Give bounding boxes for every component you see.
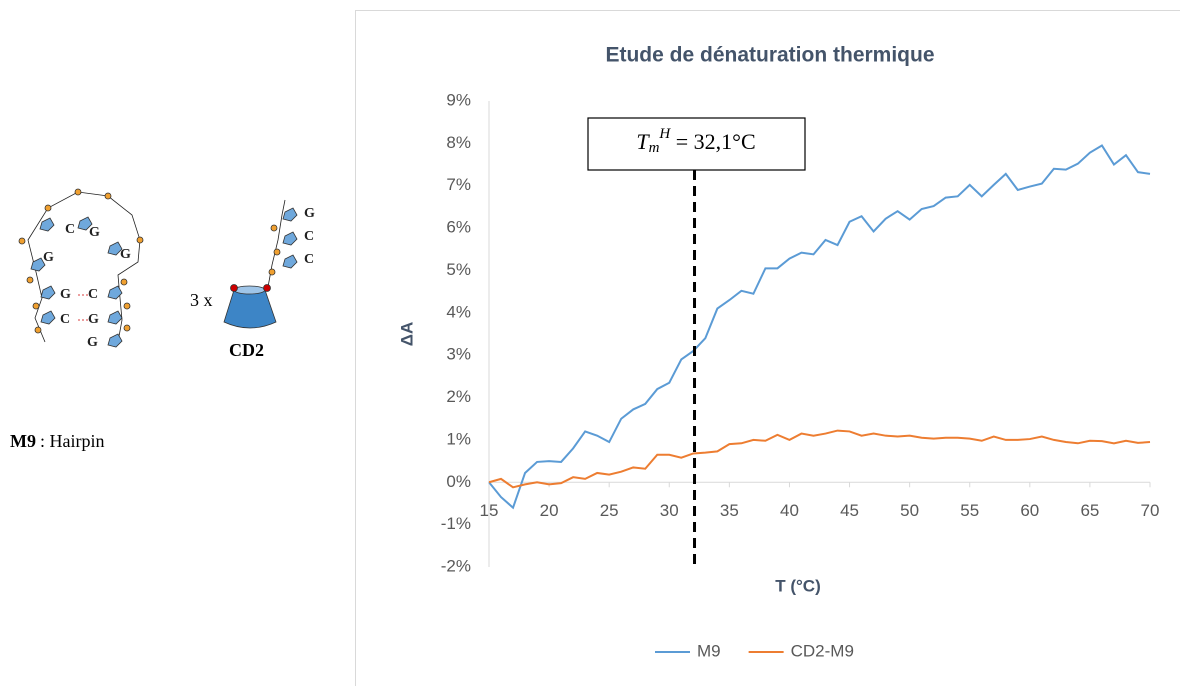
x-tick-label: 40 (780, 501, 799, 520)
y-tick-label: 4% (446, 302, 471, 321)
legend-label: CD2-M9 (791, 641, 854, 660)
base-label: C (88, 287, 98, 302)
x-axis-title: T (°C) (775, 576, 821, 595)
y-tick-label: 5% (446, 260, 471, 279)
series-line (489, 431, 1150, 488)
chart-frame (356, 11, 1180, 687)
y-tick-label: -1% (441, 514, 471, 533)
base-label: C (65, 222, 75, 237)
base-label: G (120, 247, 131, 262)
x-tick-label: 15 (480, 501, 499, 520)
y-tick-label: -2% (441, 556, 471, 575)
x-tick-label: 45 (840, 501, 859, 520)
base-label: G (43, 250, 54, 265)
base-label: G (304, 206, 315, 221)
molecule-name: M9 (10, 431, 36, 451)
x-tick-label: 30 (660, 501, 679, 520)
caption: : Hairpin (40, 431, 105, 451)
base-label: G (88, 312, 99, 327)
base-label: G (60, 287, 71, 302)
x-tick-label: 55 (960, 501, 979, 520)
y-tick-label: 1% (446, 429, 471, 448)
x-tick-label: 65 (1080, 501, 1099, 520)
y-tick-label: 7% (446, 175, 471, 194)
base-label: C (60, 312, 70, 327)
cd-label: CD2 (229, 340, 264, 360)
y-tick-label: 8% (446, 133, 471, 152)
annotation-subscript: m (649, 140, 660, 156)
plot-area: -2% -1% 0% 1% 2% 3% 4% 5% 6% 7% 8% 9% 15 20 25 30 35 40 45… (441, 90, 1160, 660)
y-tick-label: 6% (446, 218, 471, 237)
y-tick-label: 9% (446, 90, 471, 109)
base-label: G (87, 335, 98, 350)
x-tick-label: 50 (900, 501, 919, 520)
base-label: C (304, 229, 314, 244)
annotation-text: = 32,1°C (670, 129, 755, 154)
x-tick-label: 20 (540, 501, 559, 520)
y-tick-label: 0% (446, 472, 471, 491)
y-tick-label: 2% (446, 387, 471, 406)
base-label: C (304, 252, 314, 267)
chart-title: Etude de dénaturation thermique (605, 44, 934, 67)
hairpin-caption: M9: Hairpin (10, 431, 105, 451)
multiplier: 3 x (190, 290, 213, 310)
x-tick-label: 25 (600, 501, 619, 520)
base-label: G (89, 225, 100, 240)
x-tick-label: 35 (720, 501, 739, 520)
legend-label: M9 (697, 641, 721, 660)
y-tick-label: 3% (446, 345, 471, 364)
x-tick-label: 60 (1020, 501, 1039, 520)
x-tick-label: 70 (1141, 501, 1160, 520)
series-line (489, 145, 1150, 507)
y-axis-title: ΔA (397, 322, 416, 347)
